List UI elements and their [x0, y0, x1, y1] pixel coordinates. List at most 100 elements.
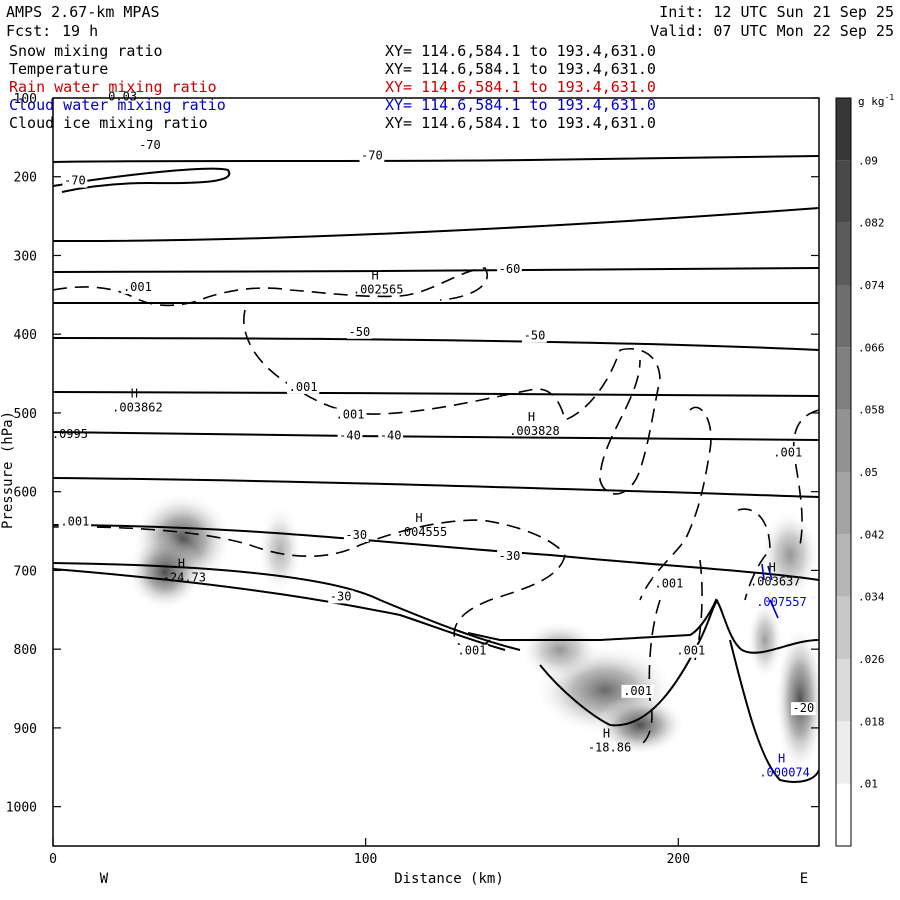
snow-label: .001 [123, 280, 152, 294]
temperature-label-bg [522, 329, 547, 343]
snow-label: .001 [289, 380, 318, 394]
legend-field-name: Rain water mixing ratio [9, 78, 217, 96]
colorbar-band [836, 596, 851, 659]
terrain-line [729, 639, 819, 783]
extremum-mark: H [372, 268, 379, 282]
temperature-label: -30 [499, 549, 521, 563]
temperature-label: -70 [361, 148, 383, 162]
isotherm-line [53, 167, 231, 193]
extremum-mark: H [528, 410, 535, 424]
legend-field-name: Temperature [9, 60, 109, 78]
snow-label: .001 [773, 445, 802, 459]
extremum-value: .003637 [750, 574, 801, 588]
isotherm-line [53, 155, 819, 163]
temperature-label: -20 [793, 701, 815, 715]
x-axis-label: Distance (km) [394, 871, 504, 887]
extremum-mark: H [131, 386, 138, 400]
snow-label-bg [333, 408, 367, 422]
y-tick-label: 200 [14, 171, 37, 186]
extremum-mark: H [769, 560, 776, 574]
temperature-label: -60 [499, 262, 521, 276]
extremum-value: -24.73 [163, 570, 206, 584]
extremum-value: .007557 [756, 595, 807, 609]
shade-blob [520, 620, 600, 680]
colorbar-band [836, 783, 851, 846]
colorbar-band [836, 222, 851, 285]
colorbar-band [836, 659, 851, 722]
snow-label: .001 [654, 577, 683, 591]
isotherm-line [53, 207, 819, 243]
snow-label-bg [58, 515, 92, 529]
colorbar-unit: g kg-1 [858, 93, 894, 108]
snow-label: .001 [336, 407, 365, 421]
snow-line [737, 508, 771, 601]
snow-label-bg [621, 684, 654, 698]
y-tick-label: 600 [14, 486, 37, 501]
y-tick-label: 500 [14, 407, 37, 422]
extremum-value: .003862 [112, 400, 163, 414]
terrain-line [467, 598, 819, 654]
extremum-value: -18.86 [588, 741, 631, 755]
x-tick-label: 0 [49, 852, 57, 867]
legend-field-name: Cloud ice mixing ratio [9, 114, 208, 132]
temperature-label-bg [378, 429, 404, 443]
legend-field-coords: XY= 114.6,584.1 to 193.4,631.0 [385, 42, 656, 60]
valid-time: Valid: 07 UTC Mon 22 Sep 25 [650, 22, 894, 40]
model-title: AMPS 2.67-km MPAS [6, 3, 160, 21]
colorbar-level: .082 [858, 217, 885, 230]
temperature-label: -50 [524, 329, 546, 343]
temperature-label: -70 [139, 138, 161, 152]
east-label: E [800, 871, 808, 887]
cloud-water-contours [761, 563, 779, 619]
partial-label: 0.03 [108, 89, 137, 103]
temperature-label-bg [347, 325, 372, 339]
shade-blob [747, 600, 783, 680]
colorbar-level: .042 [858, 528, 885, 541]
snow-line [639, 406, 712, 601]
colorbar-band [836, 409, 851, 472]
y-tick-label: 800 [14, 643, 37, 658]
snow-label: .001 [458, 644, 487, 658]
snow-label-bg [455, 644, 489, 658]
forecast-label: Fcst: [6, 22, 52, 40]
temperature-label: -50 [349, 325, 371, 339]
colorbar-band [836, 721, 851, 784]
colorbar-band [836, 160, 851, 223]
terrain-line [539, 599, 719, 727]
colorbar-level: .058 [858, 404, 885, 417]
y-tick-label: 100 [14, 92, 37, 107]
snow-label-bg [121, 280, 154, 294]
colorbar-frame [835, 97, 852, 847]
extremum-mark: H [778, 752, 785, 766]
extremum-mark: H [178, 556, 185, 570]
contour-labels: -70 -70 -70 -60 -50 -50 -40 -40 -30 -30 -30 -20 .001… [52, 89, 816, 780]
colorbar-level: .074 [858, 279, 885, 292]
colorbar-band [836, 98, 851, 161]
isotherm-line [53, 337, 819, 351]
extremum-mark: H [415, 511, 422, 525]
mixing-ratio-shading [127, 492, 819, 775]
snow-label-bg [674, 644, 708, 658]
legend-field-coords: XY= 114.6,584.1 to 193.4,631.0 [385, 60, 656, 78]
shade-blob [258, 505, 302, 595]
snow-line [243, 309, 621, 422]
temperature-label-bg [497, 550, 522, 564]
colorbar-level: .018 [858, 715, 885, 728]
colorbar-level: .09 [858, 154, 878, 167]
extremum-value: .003828 [509, 424, 560, 438]
legend-field-name: Snow mixing ratio [9, 42, 163, 60]
cloud-water-line [767, 565, 773, 581]
plot-frame [52, 97, 820, 847]
temperature-label: -30 [330, 589, 352, 603]
temperature-label: -70 [64, 174, 86, 188]
isotherm-line [53, 431, 819, 441]
colorbar-level: .034 [858, 591, 885, 604]
colorbar-level: .01 [858, 778, 878, 791]
colorbar-band [836, 285, 851, 348]
west-label: W [100, 871, 109, 887]
extremum-mark: H [603, 727, 610, 741]
temperature-label-bg [328, 590, 354, 604]
temperature-label: -30 [345, 528, 367, 542]
isotherm-line [53, 562, 521, 651]
colorbar-level: .05 [858, 466, 878, 479]
